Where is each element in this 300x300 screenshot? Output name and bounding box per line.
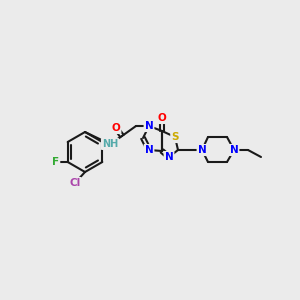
Text: S: S [171,132,179,142]
Text: N: N [198,145,206,155]
Text: N: N [165,152,173,162]
Text: F: F [52,157,59,167]
Text: N: N [145,145,153,155]
Text: Cl: Cl [69,178,81,188]
Text: N: N [145,121,153,131]
Text: N: N [230,145,238,155]
Text: NH: NH [102,139,118,149]
Text: O: O [112,123,120,133]
Text: O: O [158,113,166,123]
